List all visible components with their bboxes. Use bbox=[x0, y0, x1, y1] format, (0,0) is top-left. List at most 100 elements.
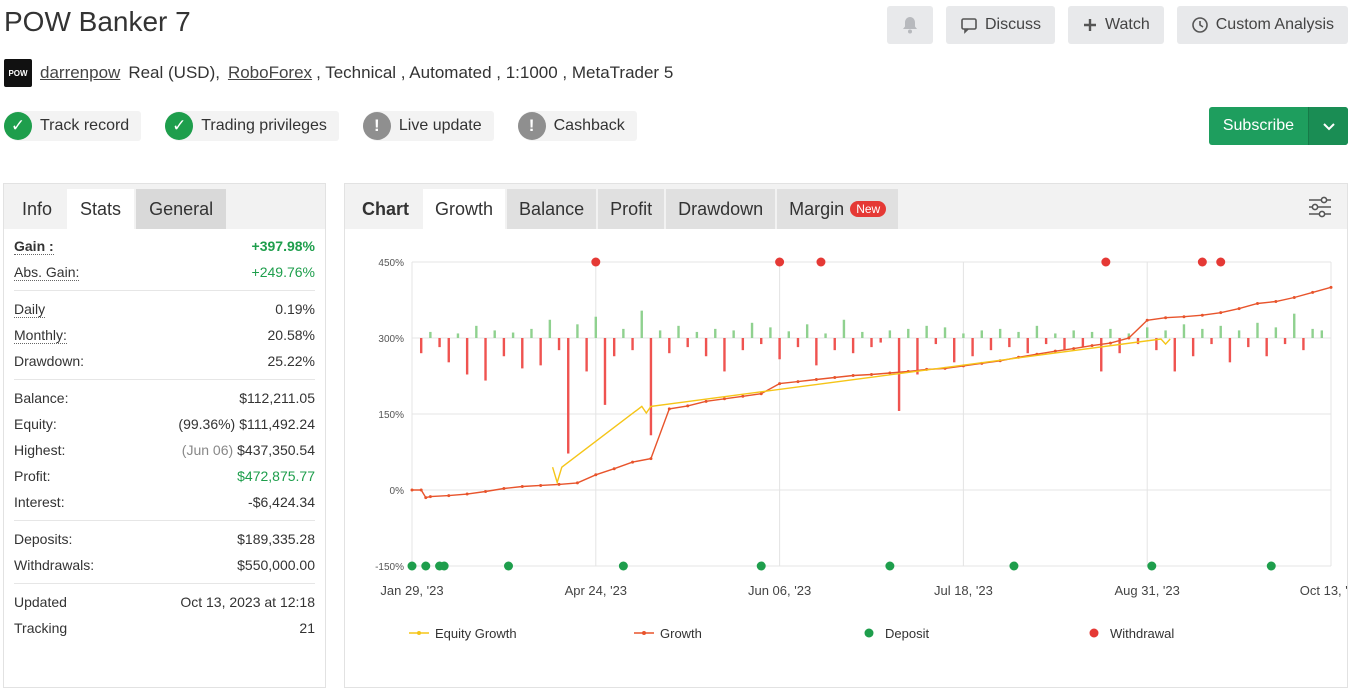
stat-interest: Interest: -$6,424.34 bbox=[14, 489, 315, 515]
badge-track-record[interactable]: ✓ Track record bbox=[4, 111, 142, 141]
growth-point bbox=[424, 496, 428, 500]
profit-bar bbox=[649, 338, 653, 436]
deposit-marker bbox=[1009, 561, 1019, 571]
profit-bar bbox=[594, 316, 597, 338]
tab-growth[interactable]: Growth bbox=[423, 189, 506, 229]
profit-bar bbox=[1283, 338, 1287, 345]
tab-balance[interactable]: Balance bbox=[507, 189, 597, 229]
profit-bar bbox=[465, 338, 469, 375]
growth-point bbox=[557, 482, 561, 486]
profit-bar bbox=[585, 338, 588, 372]
tab-drawdown[interactable]: Drawdown bbox=[666, 189, 776, 229]
y-tick-label: 450% bbox=[378, 258, 404, 269]
profit-bar bbox=[631, 338, 634, 351]
profit-bar bbox=[879, 338, 882, 343]
legend-deposit[interactable]: Deposit bbox=[885, 626, 929, 641]
tab-stats[interactable]: Stats bbox=[67, 189, 135, 229]
broker-link[interactable]: RoboForex bbox=[227, 63, 313, 82]
page-title: POW Banker 7 bbox=[4, 6, 191, 37]
profit-bar bbox=[861, 331, 864, 338]
growth-point bbox=[484, 490, 488, 494]
profit-bar bbox=[805, 324, 809, 338]
profit-bar bbox=[1127, 333, 1131, 338]
stat-label: Equity: bbox=[14, 416, 57, 432]
profit-bar bbox=[1320, 330, 1324, 338]
profit-bar bbox=[778, 338, 781, 360]
growth-point bbox=[1292, 295, 1296, 299]
growth-point bbox=[1090, 344, 1094, 348]
profit-bar bbox=[943, 327, 947, 338]
profit-bar bbox=[971, 338, 974, 357]
profit-bar bbox=[438, 338, 441, 348]
growth-point bbox=[870, 372, 873, 376]
author-link[interactable]: darrenpow bbox=[40, 63, 121, 82]
profit-bar bbox=[658, 330, 662, 338]
y-tick-label: 300% bbox=[378, 334, 404, 345]
subscribe-control: Subscribe bbox=[1208, 107, 1348, 145]
deposit-marker bbox=[1147, 561, 1157, 571]
profit-bar bbox=[539, 338, 542, 366]
tab-general[interactable]: General bbox=[136, 189, 227, 229]
stat-value: $111,492.24 bbox=[239, 416, 315, 432]
profit-bar bbox=[1136, 338, 1140, 345]
stat-label[interactable]: Monthly: bbox=[14, 326, 67, 344]
tab-profit[interactable]: Profit bbox=[598, 189, 665, 229]
growth-point bbox=[1329, 285, 1333, 289]
legend-growth[interactable]: Growth bbox=[660, 626, 702, 641]
tab-info[interactable]: Info bbox=[22, 198, 53, 219]
stat-value: $437,350.54 bbox=[237, 442, 315, 458]
discuss-button[interactable]: Discuss bbox=[945, 6, 1055, 44]
profit-bar bbox=[1081, 338, 1085, 348]
legend-withdrawal-marker bbox=[1089, 628, 1099, 638]
growth-point bbox=[704, 399, 708, 403]
new-badge: New bbox=[850, 201, 887, 217]
withdrawal-marker bbox=[591, 257, 601, 267]
notify-button[interactable] bbox=[886, 6, 933, 44]
tab-margin[interactable]: Margin New bbox=[777, 189, 899, 229]
growth-point bbox=[1164, 316, 1168, 320]
stats-tabs: Info Stats General bbox=[4, 184, 325, 229]
profit-bar bbox=[1090, 331, 1094, 338]
stat-label[interactable]: Abs. Gain: bbox=[14, 263, 80, 281]
subscribe-button[interactable]: Subscribe bbox=[1222, 117, 1294, 134]
profit-bar bbox=[769, 327, 772, 338]
profit-bar bbox=[732, 330, 735, 338]
profit-bar bbox=[1035, 325, 1039, 338]
header-actions: Discuss Watch Custom Analysis bbox=[886, 6, 1348, 44]
bell-icon bbox=[902, 17, 917, 34]
stat-tracking: Tracking 21 bbox=[14, 615, 315, 641]
profit-bar bbox=[511, 332, 515, 338]
profit-bar bbox=[750, 322, 754, 338]
system-details: POW darrenpow Real (USD), RoboForex , Te… bbox=[4, 59, 673, 87]
stat-label[interactable]: Daily bbox=[14, 300, 46, 318]
profit-bar bbox=[622, 328, 625, 338]
stat-label[interactable]: Gain : bbox=[14, 237, 54, 255]
chart-settings-button[interactable] bbox=[1307, 194, 1333, 225]
watch-button[interactable]: Watch bbox=[1067, 6, 1164, 44]
profit-bar bbox=[1118, 338, 1121, 354]
legend-withdrawal[interactable]: Withdrawal bbox=[1110, 626, 1174, 641]
badge-trading-privileges[interactable]: ✓ Trading privileges bbox=[165, 111, 339, 141]
badge-live-update[interactable]: ! Live update bbox=[362, 111, 494, 141]
stat-label: Interest: bbox=[14, 494, 65, 510]
profit-bar bbox=[934, 338, 938, 345]
growth-point bbox=[410, 488, 414, 492]
badge-cashback[interactable]: ! Cashback bbox=[517, 111, 637, 141]
profit-bar bbox=[1054, 333, 1057, 338]
growth-point bbox=[1053, 349, 1057, 353]
stat-label: Drawdown: bbox=[14, 353, 85, 369]
profit-bar bbox=[760, 338, 763, 345]
profit-bar bbox=[567, 338, 570, 454]
withdrawal-marker bbox=[1216, 257, 1226, 267]
stat-monthly: Monthly: 20.58% bbox=[14, 322, 315, 348]
tab-margin-label: Margin bbox=[789, 198, 845, 219]
custom-analysis-button[interactable]: Custom Analysis bbox=[1176, 6, 1348, 44]
profit-bar bbox=[888, 330, 892, 338]
legend-equity-growth[interactable]: Equity Growth bbox=[435, 626, 517, 641]
chart-panel: Chart Growth Balance Profit Drawdown Mar… bbox=[344, 183, 1348, 688]
profit-bar bbox=[1008, 338, 1011, 348]
subscribe-dropdown[interactable] bbox=[1308, 107, 1348, 145]
profit-bar bbox=[1182, 324, 1186, 338]
stat-label: Updated bbox=[14, 594, 67, 610]
growth-point bbox=[796, 380, 800, 384]
